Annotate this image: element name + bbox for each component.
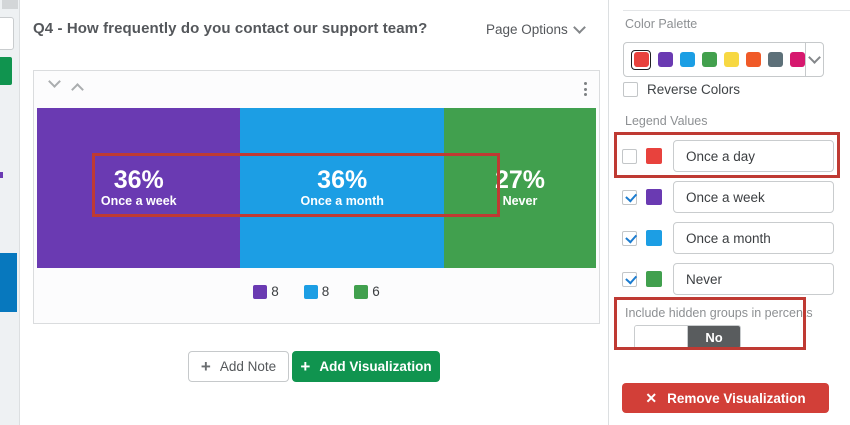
pages-sidebar [0,0,20,425]
palette-swatch-selected-ring[interactable] [631,49,651,70]
legend-value-input[interactable]: Once a day [673,140,834,172]
bar-segment-once-a-month[interactable]: 36% Once a month [240,108,444,268]
page-thumbnail-partial[interactable] [2,0,18,9]
page-options-label: Page Options [486,22,568,37]
segment-label: Once a month [300,193,384,208]
main-content: Q4 - How frequently do you contact our s… [20,0,608,425]
kebab-menu-icon[interactable] [582,80,589,98]
add-visualization-label: Add Visualization [319,359,432,374]
toggle-off-side[interactable] [635,326,688,348]
add-visualization-button[interactable]: + Add Visualization [292,351,440,382]
question-title: Q4 - How frequently do you contact our s… [33,20,428,37]
legend-row-once-a-month: Once a month [622,222,834,254]
segment-label: Never [502,193,538,208]
reverse-colors-label: Reverse Colors [647,82,741,97]
bar-segment-never[interactable]: 27% Never [443,108,596,268]
segment-percent: 36% [113,166,164,195]
legend-checkbox[interactable] [622,271,637,287]
plus-icon: + [200,356,211,376]
palette-swatch-slate[interactable] [768,52,783,67]
legend-checkbox[interactable] [622,189,637,205]
page-thumbnail-mark [0,172,3,178]
palette-swatch-yellow[interactable] [724,52,739,67]
palette-dropdown-button[interactable] [805,43,823,76]
legend-value-input[interactable]: Once a week [673,181,834,213]
page-thumbnail[interactable] [0,17,14,50]
legend-checkbox[interactable] [622,230,637,246]
legend-row-once-a-day: Once a day [622,140,834,172]
chevron-down-icon [808,51,821,64]
settings-panel: Color Palette Reverse Colors Legend Valu… [608,0,850,425]
legend-checkbox[interactable] [622,148,637,164]
divider [623,10,850,11]
legend-count: 8 [271,284,279,299]
plus-icon: + [300,356,311,376]
visualization-card: 36% Once a week 36% Once a month 27% Nev… [33,70,600,324]
include-hidden-label: Include hidden groups in percents [625,306,813,320]
palette-swatch-blue[interactable] [680,52,695,67]
segment-label: Once a week [100,193,177,208]
legend-count: 8 [321,284,330,299]
legend-row-never: Never [622,263,834,295]
collapse-chevron-down-icon[interactable] [48,75,61,88]
legend-color-swatch [646,271,662,287]
legend-value-input[interactable]: Never [673,263,834,295]
legend-swatch-purple [253,284,268,299]
segment-percent: 36% [317,166,368,195]
page-thumbnail-green[interactable] [0,57,12,85]
stacked-bar-chart: 36% Once a week 36% Once a month 27% Nev… [37,108,596,268]
chevron-down-icon [572,21,586,34]
legend-item: 8 [253,284,279,299]
remove-visualization-label: Remove Visualization [667,390,806,406]
palette-swatch-pink[interactable] [790,52,805,67]
palette-swatches [624,43,805,76]
legend-item: 8 [303,284,330,299]
segment-percent: 27% [494,166,545,195]
chart-legend: 8 8 6 [34,284,599,299]
remove-visualization-button[interactable]: ✕ Remove Visualization [622,383,829,413]
legend-values-label: Legend Values [625,114,708,128]
legend-color-swatch [646,148,662,164]
close-icon: ✕ [645,389,658,406]
legend-count: 6 [372,284,380,299]
legend-item: 6 [354,284,380,299]
legend-row-once-a-week: Once a week [622,181,834,213]
page-thumbnail-selected[interactable] [0,253,17,312]
add-note-button[interactable]: + Add Note [188,351,289,382]
bar-segment-once-a-week[interactable]: 36% Once a week [37,108,241,268]
legend-color-swatch [646,230,662,246]
color-palette-picker [623,42,824,77]
palette-swatch-red[interactable] [633,52,649,67]
reverse-colors-checkbox[interactable] [623,82,638,97]
toggle-on-side[interactable]: No [688,326,740,348]
legend-swatch-blue [303,284,318,299]
color-palette-label: Color Palette [625,17,698,31]
legend-color-swatch [646,189,662,205]
palette-swatch-green[interactable] [702,52,717,67]
palette-swatch-orange[interactable] [746,52,761,67]
add-note-label: Add Note [219,359,277,374]
legend-swatch-green [354,284,369,299]
legend-value-input[interactable]: Once a month [673,222,834,254]
collapse-chevron-up-icon[interactable] [71,83,84,96]
include-hidden-toggle[interactable]: No [634,325,741,349]
palette-swatch-purple[interactable] [658,52,673,67]
legend-values-list: Once a day Once a week Once a month Neve… [622,140,834,295]
page-options-button[interactable]: Page Options [486,21,586,37]
